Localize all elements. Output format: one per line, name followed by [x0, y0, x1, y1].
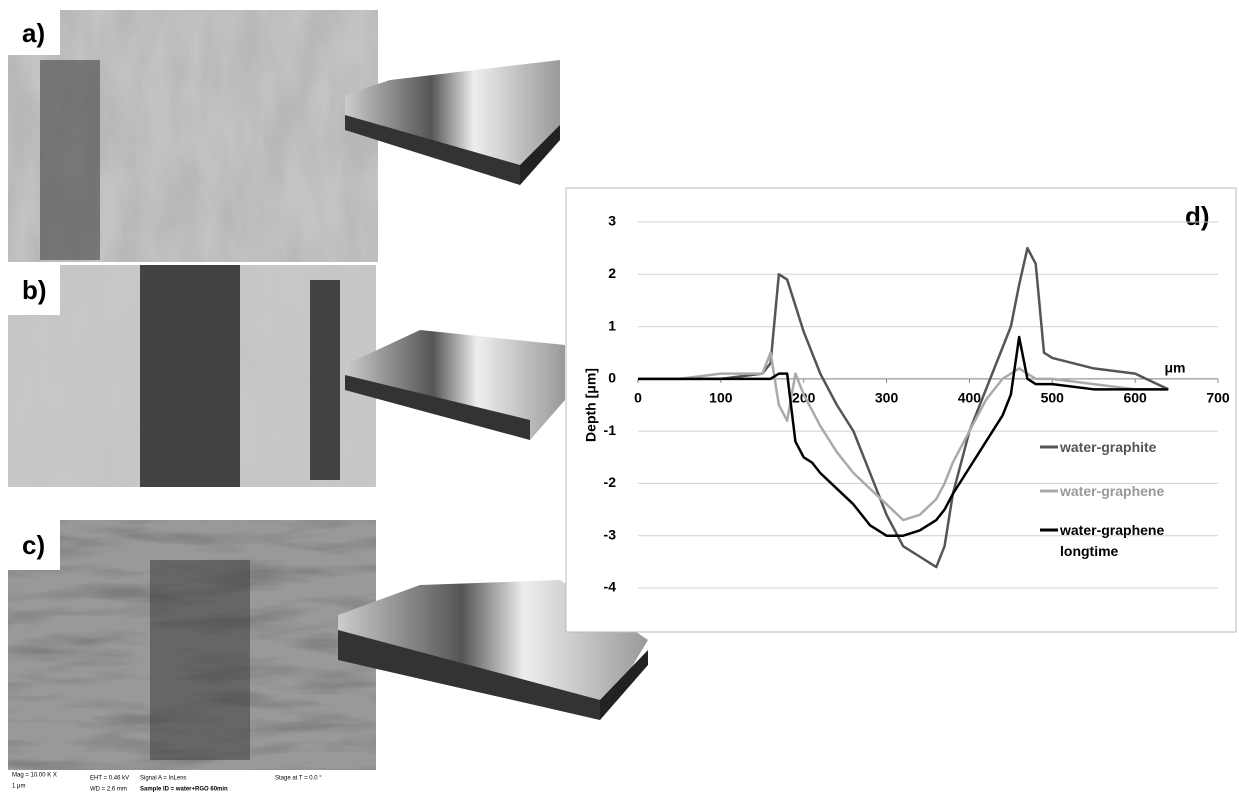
chart-frame [566, 188, 1236, 632]
sem-image-a [8, 10, 378, 262]
legend-label: water-graphene [1060, 481, 1180, 502]
x-tick-label: 300 [875, 390, 899, 406]
sem-footer-text: Mag = 10.00 K X [12, 773, 57, 779]
sem-footer-text: EHT = 0.46 kV [90, 776, 129, 782]
y-tick-label: -2 [604, 474, 617, 490]
sem-shade [140, 265, 240, 487]
sem-footer-text: Signal A = InLens [140, 776, 187, 782]
figure: a) b) c) Mag = 10.00 K X EHT = 0.46 kV S… [0, 0, 1239, 795]
y-tick-label: -1 [604, 422, 617, 438]
y-tick-label: 2 [608, 265, 616, 281]
profile-3d-b [345, 330, 565, 440]
y-tick-label: 3 [608, 213, 616, 229]
sem-image-b [8, 265, 376, 487]
sem-shade [310, 280, 340, 480]
x-tick-label: 100 [709, 390, 733, 406]
x-unit-label: μm [1164, 360, 1185, 376]
sem-footer-text: WD = 2.6 mm [90, 787, 127, 793]
legend-label: water-graphite [1060, 437, 1180, 458]
x-tick-label: 500 [1041, 390, 1065, 406]
x-tick-label: 700 [1206, 390, 1230, 406]
sem-footer-text: 1 μm [12, 784, 25, 790]
panel-label: a) [22, 18, 45, 48]
sem-footer-text: Sample ID = water+RGO 60min [140, 787, 228, 793]
panel-label: b) [22, 275, 47, 305]
legend-label: water-graphene longtime [1060, 520, 1180, 562]
x-tick-label: 400 [958, 390, 982, 406]
y-axis-label: Depth [μm] [583, 368, 599, 442]
panel-label: c) [22, 530, 45, 560]
sem-shade [40, 60, 100, 260]
y-tick-label: -4 [604, 579, 617, 595]
y-tick-label: -3 [604, 526, 617, 542]
panel-label: d) [1185, 201, 1210, 231]
sem-footer-text: Stage at T = 0.0 ° [275, 776, 322, 782]
sem-shade [150, 560, 250, 760]
y-tick-label: 1 [608, 317, 616, 333]
x-tick-label: 0 [634, 390, 642, 406]
x-tick-label: 600 [1123, 390, 1147, 406]
y-tick-label: 0 [608, 370, 616, 386]
figure-svg: a) b) c) Mag = 10.00 K X EHT = 0.46 kV S… [0, 0, 1239, 795]
sem-image-c [8, 520, 376, 795]
